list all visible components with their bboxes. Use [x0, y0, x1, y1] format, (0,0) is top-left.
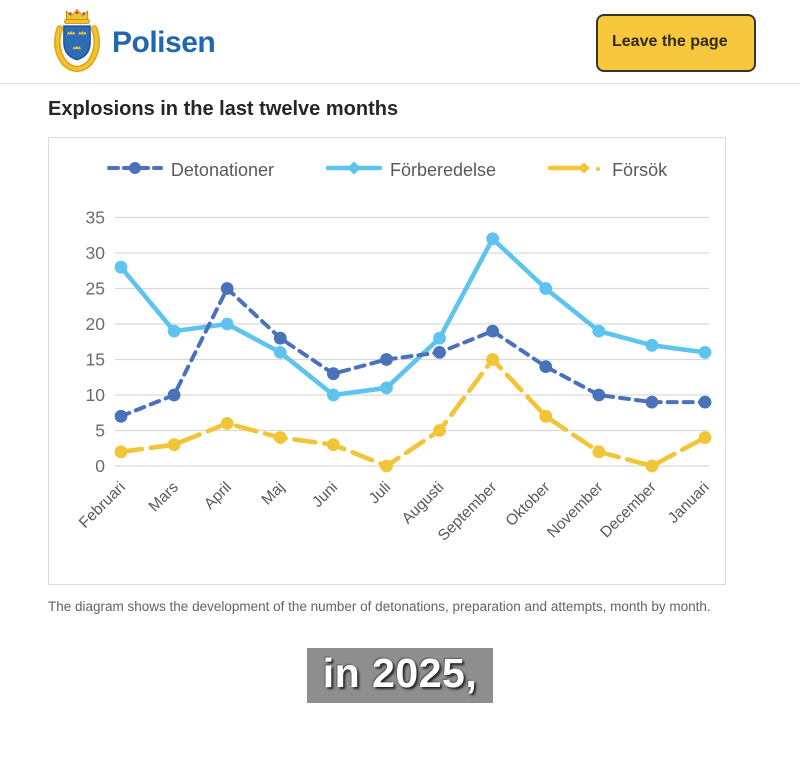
- data-point-försök: [433, 424, 446, 437]
- data-point-detonationer: [433, 346, 446, 359]
- data-point-förberedelse: [114, 260, 128, 274]
- data-point-försök: [645, 459, 659, 473]
- y-tick-label: 15: [86, 350, 105, 370]
- data-point-försök: [167, 438, 181, 452]
- x-tick-label: Mars: [146, 479, 183, 516]
- data-point-förberedelse: [539, 282, 553, 295]
- brand-name: Polisen: [112, 25, 216, 59]
- subtitle-container: in 2025,: [0, 647, 800, 703]
- series-line-försök: [118, 357, 708, 469]
- data-point-försök: [380, 459, 393, 473]
- x-tick-label: Augusti: [399, 479, 448, 528]
- forberedelse-line-swatch-icon: [325, 161, 383, 180]
- data-point-detonationer: [273, 331, 287, 345]
- data-point-försök: [220, 417, 234, 430]
- data-point-förberedelse: [220, 317, 234, 331]
- chart-legend: Detonationer Förberedelse Försök: [49, 152, 725, 188]
- x-tick-label: November: [544, 479, 607, 542]
- data-point-detonationer: [167, 388, 181, 402]
- data-point-förberedelse: [167, 324, 181, 338]
- data-point-detonationer: [592, 388, 606, 402]
- x-tick-label: Juni: [309, 479, 341, 511]
- data-point-detonationer: [698, 395, 712, 409]
- legend-item-forberedelse: Förberedelse: [325, 159, 497, 181]
- legend-item-detonationer: Detonationer: [106, 159, 274, 181]
- data-point-detonationer: [220, 282, 234, 295]
- polisen-logo-link[interactable]: Polisen: [52, 7, 216, 78]
- series-line-detonationer: [119, 286, 707, 419]
- data-point-försök: [698, 431, 712, 444]
- y-tick-label: 30: [86, 243, 106, 263]
- data-point-försök: [486, 353, 500, 366]
- data-point-försök: [114, 445, 128, 459]
- data-point-förberedelse: [326, 388, 340, 402]
- y-tick-label: 10: [86, 385, 106, 405]
- video-subtitle: in 2025,: [306, 647, 494, 703]
- x-tick-label: Januari: [665, 479, 713, 527]
- y-tick-label: 0: [95, 456, 105, 476]
- legend-label: Försök: [612, 159, 668, 180]
- legend-label: Detonationer: [170, 159, 274, 180]
- chart-svg: 0 5 10 15 20 25 30 35 Februari Mars April Maj Juni Ju…: [76, 208, 713, 545]
- forsok-line-swatch-icon: [547, 161, 604, 180]
- data-point-förberedelse: [592, 324, 606, 338]
- x-tick-label: Februari: [76, 479, 129, 532]
- data-point-försök: [539, 409, 553, 423]
- legend-item-forsok: Försök: [547, 159, 668, 181]
- data-point-förberedelse: [645, 338, 659, 352]
- legend-label: Förberedelse: [390, 159, 497, 180]
- y-tick-label: 35: [86, 208, 105, 228]
- detonationer-line-swatch-icon: [106, 161, 163, 180]
- y-tick-label: 20: [86, 314, 106, 334]
- y-tick-label: 25: [86, 279, 105, 299]
- x-tick-label: Juli: [366, 479, 394, 507]
- data-point-detonationer: [539, 360, 553, 373]
- data-point-försök: [326, 438, 340, 452]
- data-point-försök: [592, 445, 606, 459]
- page-header: Polisen Leave the page: [0, 0, 800, 84]
- data-point-detonationer: [486, 324, 500, 338]
- data-point-förberedelse: [380, 381, 393, 395]
- page-title: Explosions in the last twelve months: [48, 98, 399, 120]
- series-line-förberedelse: [118, 236, 708, 398]
- data-point-förberedelse: [486, 232, 500, 246]
- x-tick-label: December: [597, 479, 660, 542]
- data-point-detonationer: [326, 367, 340, 381]
- leave-page-button[interactable]: Leave the page: [596, 13, 756, 72]
- y-tick-label: 5: [95, 421, 105, 441]
- data-point-förberedelse: [273, 346, 287, 359]
- data-point-detonationer: [114, 409, 128, 423]
- data-point-förberedelse: [698, 346, 712, 359]
- x-tick-label: April: [201, 479, 235, 513]
- data-point-förberedelse: [433, 331, 446, 345]
- polisen-crest-icon: [52, 7, 102, 78]
- x-tick-label: Maj: [258, 479, 288, 509]
- chart-card: Detonationer Förberedelse Försök 0: [48, 137, 726, 585]
- data-point-detonationer: [380, 353, 393, 366]
- data-point-detonationer: [645, 395, 659, 409]
- chart-area: 0 5 10 15 20 25 30 35 Februari Mars April Maj Juni Ju…: [49, 188, 725, 579]
- chart-caption: The diagram shows the development of the…: [48, 599, 711, 614]
- data-point-försök: [273, 431, 287, 444]
- x-tick-label: Oktober: [503, 479, 554, 530]
